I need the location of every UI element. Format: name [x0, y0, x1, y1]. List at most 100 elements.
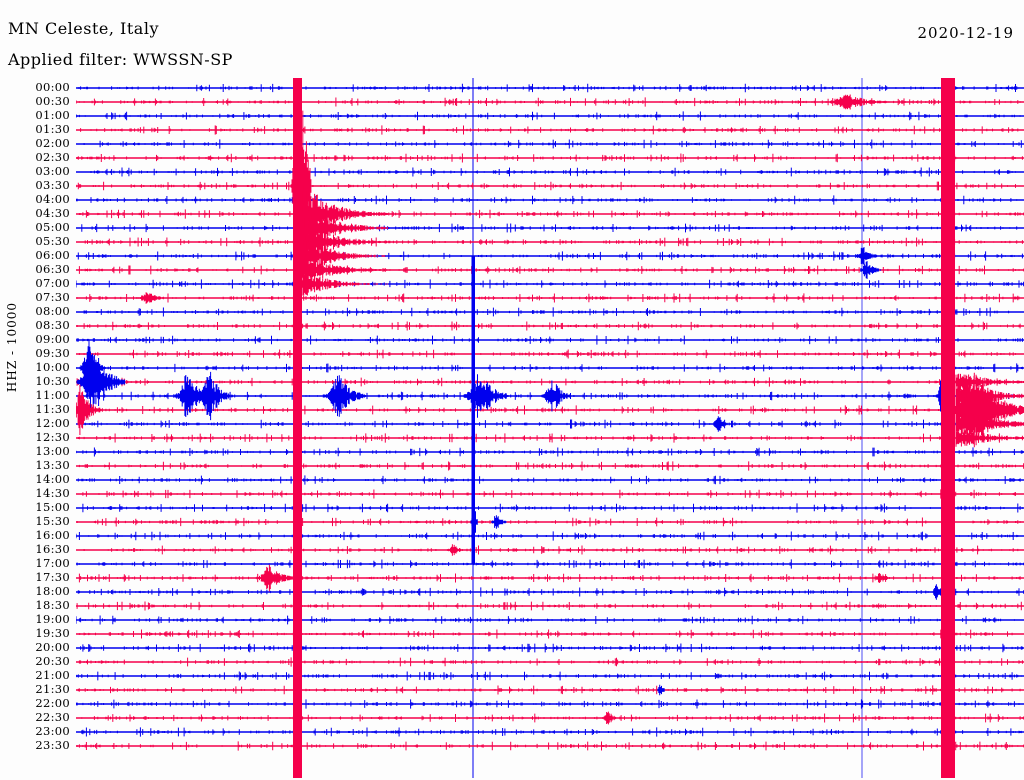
- trace-row-18: [76, 335, 1024, 345]
- trace-row-4: [76, 139, 1024, 149]
- time-tick-21-30: 21:30: [35, 682, 70, 696]
- trace-row-0: [76, 83, 1024, 93]
- time-tick-18-00: 18:00: [35, 584, 70, 598]
- event-burst: [874, 573, 890, 583]
- time-tick-16-30: 16:30: [35, 542, 70, 556]
- trace-row-32: [76, 531, 1024, 541]
- event-burst: [860, 261, 882, 279]
- trace-row-41: [76, 657, 1024, 667]
- trace-row-12: [76, 251, 1024, 261]
- event-burst: [76, 351, 126, 413]
- trace-row-45: [76, 713, 1024, 723]
- event-burst: [323, 375, 366, 417]
- time-axis: 00:00 00:30 01:00 01:30 02:00 02:30 03:00 03:30…: [0, 0, 76, 780]
- time-tick-11-00: 11:00: [35, 388, 70, 402]
- time-tick-18-30: 18:30: [35, 598, 70, 612]
- time-tick-01-00: 01:00: [35, 108, 70, 122]
- trace-row-5: [76, 153, 1024, 163]
- date-label: 2020-12-19: [917, 24, 1014, 42]
- clipped-event-column-0330: [293, 78, 302, 778]
- trace-row-21: [76, 377, 1024, 387]
- event-burst: [657, 684, 665, 696]
- time-tick-08-30: 08:30: [35, 318, 70, 332]
- time-tick-23-00: 23:00: [35, 724, 70, 738]
- seismogram-plot: [76, 78, 1024, 778]
- event-burst: [603, 711, 617, 725]
- time-tick-06-30: 06:30: [35, 262, 70, 276]
- trace-row-29: [76, 489, 1024, 499]
- trace-row-38: [76, 615, 1024, 625]
- time-tick-00-00: 00:00: [35, 80, 70, 94]
- time-tick-09-00: 09:00: [35, 332, 70, 346]
- blue-event-column: [471, 256, 475, 564]
- time-tick-22-30: 22:30: [35, 710, 70, 724]
- event-burst: [255, 564, 297, 592]
- time-tick-13-00: 13:00: [35, 444, 70, 458]
- trace-row-17: [76, 321, 1024, 331]
- time-tick-03-00: 03:00: [35, 164, 70, 178]
- trace-row-42: [76, 671, 1024, 681]
- trace-row-14: [76, 279, 1024, 289]
- trace-row-24: [76, 419, 1024, 429]
- time-tick-15-00: 15:00: [35, 500, 70, 514]
- station-title: MN Celeste, Italy: [8, 19, 159, 38]
- event-burst: [541, 380, 572, 412]
- time-tick-05-00: 05:00: [35, 220, 70, 234]
- time-tick-20-30: 20:30: [35, 654, 70, 668]
- time-tick-21-00: 21:00: [35, 668, 70, 682]
- event-coda: [301, 234, 386, 278]
- event-burst: [138, 292, 164, 304]
- event-burst: [712, 416, 728, 432]
- event-coda: [301, 272, 388, 296]
- time-tick-20-00: 20:00: [35, 640, 70, 654]
- trace-row-36: [76, 587, 1024, 597]
- clipped-event-band: [941, 78, 955, 778]
- time-tick-02-30: 02:30: [35, 150, 70, 164]
- time-tick-15-30: 15:30: [35, 514, 70, 528]
- trace-row-23: [76, 405, 1024, 415]
- time-tick-14-00: 14:00: [35, 472, 70, 486]
- time-tick-03-30: 03:30: [35, 178, 70, 192]
- time-tick-22-00: 22:00: [35, 696, 70, 710]
- trace-row-11: [76, 237, 1024, 247]
- trace-row-2: [76, 111, 1024, 121]
- time-tick-02-00: 02:00: [35, 136, 70, 150]
- trace-row-3: [76, 125, 1024, 135]
- event-burst: [825, 94, 890, 110]
- event-burst: [491, 515, 507, 529]
- time-tick-14-30: 14:30: [35, 486, 70, 500]
- event-coda: [301, 253, 388, 287]
- trace-row-7: [76, 181, 1024, 191]
- trace-row-15: [76, 293, 1024, 303]
- trace-row-13: [76, 265, 1024, 275]
- trace-row-8: [76, 195, 1024, 205]
- trace-row-31: [76, 517, 1024, 527]
- trace-row-28: [76, 475, 1024, 485]
- time-tick-10-30: 10:30: [35, 374, 70, 388]
- time-tick-23-30: 23:30: [35, 738, 70, 752]
- trace-row-33: [76, 545, 1024, 555]
- trace-row-39: [76, 629, 1024, 639]
- time-tick-00-30: 00:30: [35, 94, 70, 108]
- time-tick-01-30: 01:30: [35, 122, 70, 136]
- time-tick-13-30: 13:30: [35, 458, 70, 472]
- seismogram-canvas: [76, 78, 1024, 778]
- event-coda: [955, 373, 1024, 391]
- trace-row-26: [76, 447, 1024, 457]
- trace-row-25: [76, 433, 1024, 443]
- trace-row-6: [76, 167, 1024, 177]
- time-tick-16-00: 16:00: [35, 528, 70, 542]
- time-tick-04-30: 04:30: [35, 206, 70, 220]
- trace-row-44: [76, 699, 1024, 709]
- trace-row-40: [76, 643, 1024, 653]
- trace-row-27: [76, 461, 1024, 471]
- time-tick-10-00: 10:00: [35, 360, 70, 374]
- time-tick-19-00: 19:00: [35, 612, 70, 626]
- trace-row-20: [76, 363, 1024, 373]
- trace-row-37: [76, 601, 1024, 611]
- trace-row-47: [76, 741, 1024, 751]
- time-tick-19-30: 19:30: [35, 626, 70, 640]
- event-burst: [855, 247, 878, 265]
- clipped-event-spike-0330: [296, 78, 300, 186]
